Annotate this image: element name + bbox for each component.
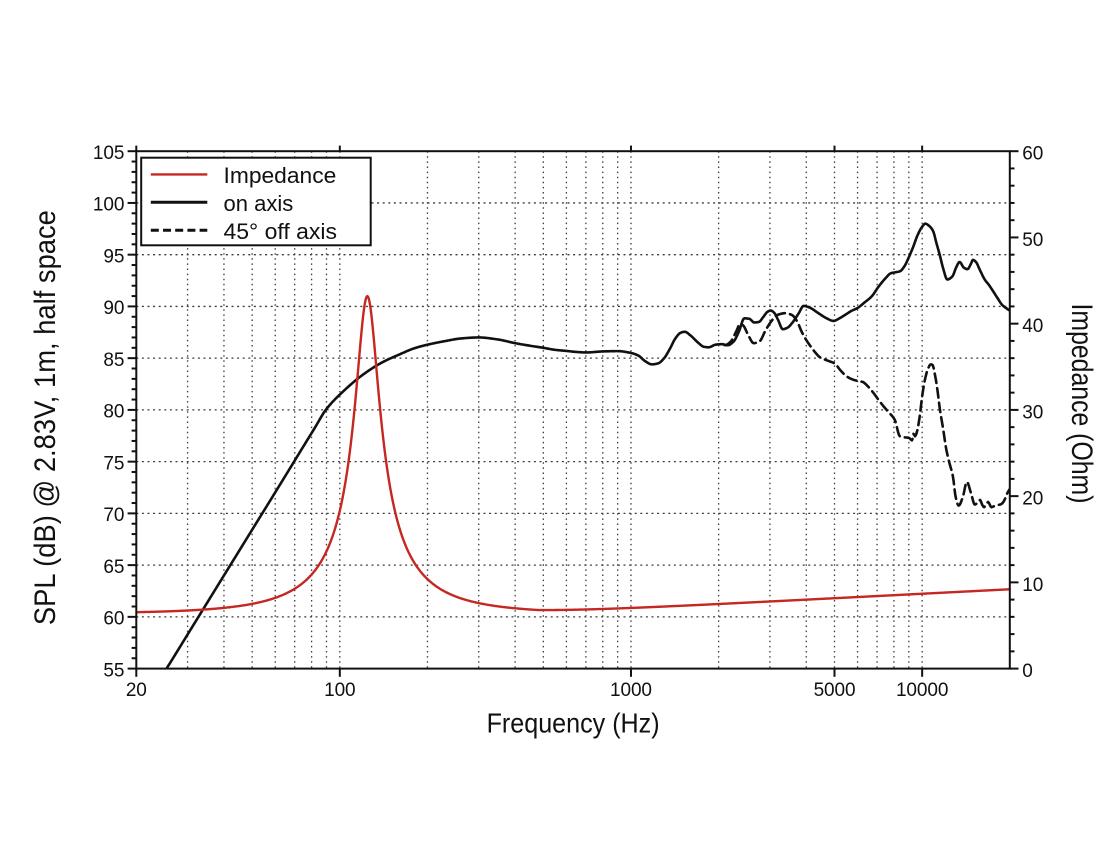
svg-text:70: 70: [103, 505, 124, 526]
svg-text:20: 20: [1022, 489, 1043, 510]
svg-text:60: 60: [1022, 144, 1043, 165]
svg-text:105: 105: [93, 143, 124, 164]
svg-text:80: 80: [103, 402, 124, 423]
svg-text:90: 90: [103, 298, 124, 319]
svg-text:50: 50: [1022, 230, 1043, 251]
svg-text:45° off axis: 45° off axis: [224, 219, 338, 244]
svg-text:0: 0: [1022, 661, 1032, 682]
svg-text:10: 10: [1022, 575, 1043, 596]
svg-text:55: 55: [103, 660, 124, 681]
svg-text:40: 40: [1022, 316, 1043, 337]
svg-text:SPL (dB) @ 2.83V, 1m, half spa: SPL (dB) @ 2.83V, 1m, half space: [29, 210, 62, 625]
svg-text:20: 20: [126, 680, 147, 701]
svg-text:75: 75: [103, 453, 124, 474]
svg-text:95: 95: [103, 246, 124, 267]
svg-text:10000: 10000: [896, 680, 948, 701]
svg-text:Impedance: Impedance: [224, 163, 337, 188]
svg-text:100: 100: [324, 680, 355, 701]
svg-text:1000: 1000: [610, 680, 652, 701]
svg-text:60: 60: [103, 609, 124, 630]
svg-text:30: 30: [1022, 402, 1043, 423]
svg-text:5000: 5000: [814, 680, 856, 701]
svg-text:85: 85: [103, 350, 124, 371]
svg-text:65: 65: [103, 557, 124, 578]
svg-text:Impedance (Ohm): Impedance (Ohm): [1065, 304, 1098, 504]
svg-text:Frequency (Hz): Frequency (Hz): [487, 708, 660, 739]
svg-text:100: 100: [93, 195, 124, 216]
svg-text:on axis: on axis: [224, 191, 294, 216]
